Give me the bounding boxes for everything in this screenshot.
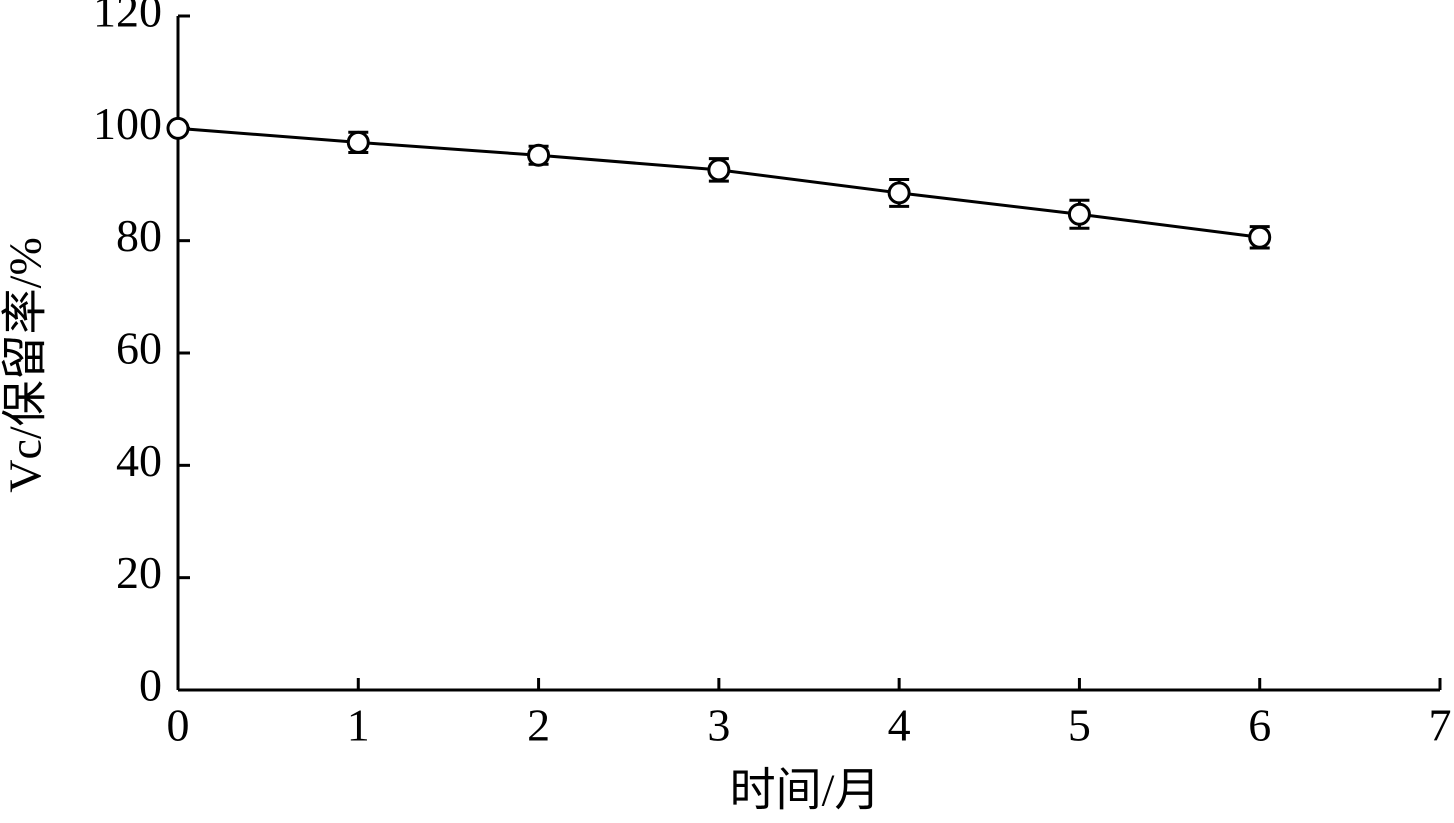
marker	[707, 158, 731, 182]
marker	[887, 181, 911, 205]
marker	[1067, 202, 1091, 226]
marker	[1248, 225, 1272, 249]
x-tick-label: 5	[1068, 700, 1091, 751]
y-tick-label: 80	[116, 210, 162, 261]
y-tick-label: 100	[93, 98, 162, 149]
x-axis-label: 时间/月	[730, 765, 881, 816]
y-tick-label: 20	[116, 547, 162, 598]
x-tick-label: 3	[707, 700, 730, 751]
x-tick-label: 1	[347, 700, 370, 751]
y-axis-label: Vc/保留率/%	[0, 237, 51, 493]
y-tick-label: 120	[93, 0, 162, 37]
x-tick-label: 7	[1429, 700, 1452, 751]
x-tick-label: 4	[888, 700, 911, 751]
x-tick-label: 2	[527, 700, 550, 751]
marker	[527, 143, 551, 167]
y-tick-label: 40	[116, 435, 162, 486]
marker	[166, 116, 190, 140]
y-tick-label: 60	[116, 323, 162, 374]
marker	[346, 130, 370, 154]
y-tick-label: 0	[139, 660, 162, 711]
line	[177, 126, 1260, 239]
x-tick-label: 6	[1248, 700, 1271, 751]
x-tick-label: 0	[167, 700, 190, 751]
